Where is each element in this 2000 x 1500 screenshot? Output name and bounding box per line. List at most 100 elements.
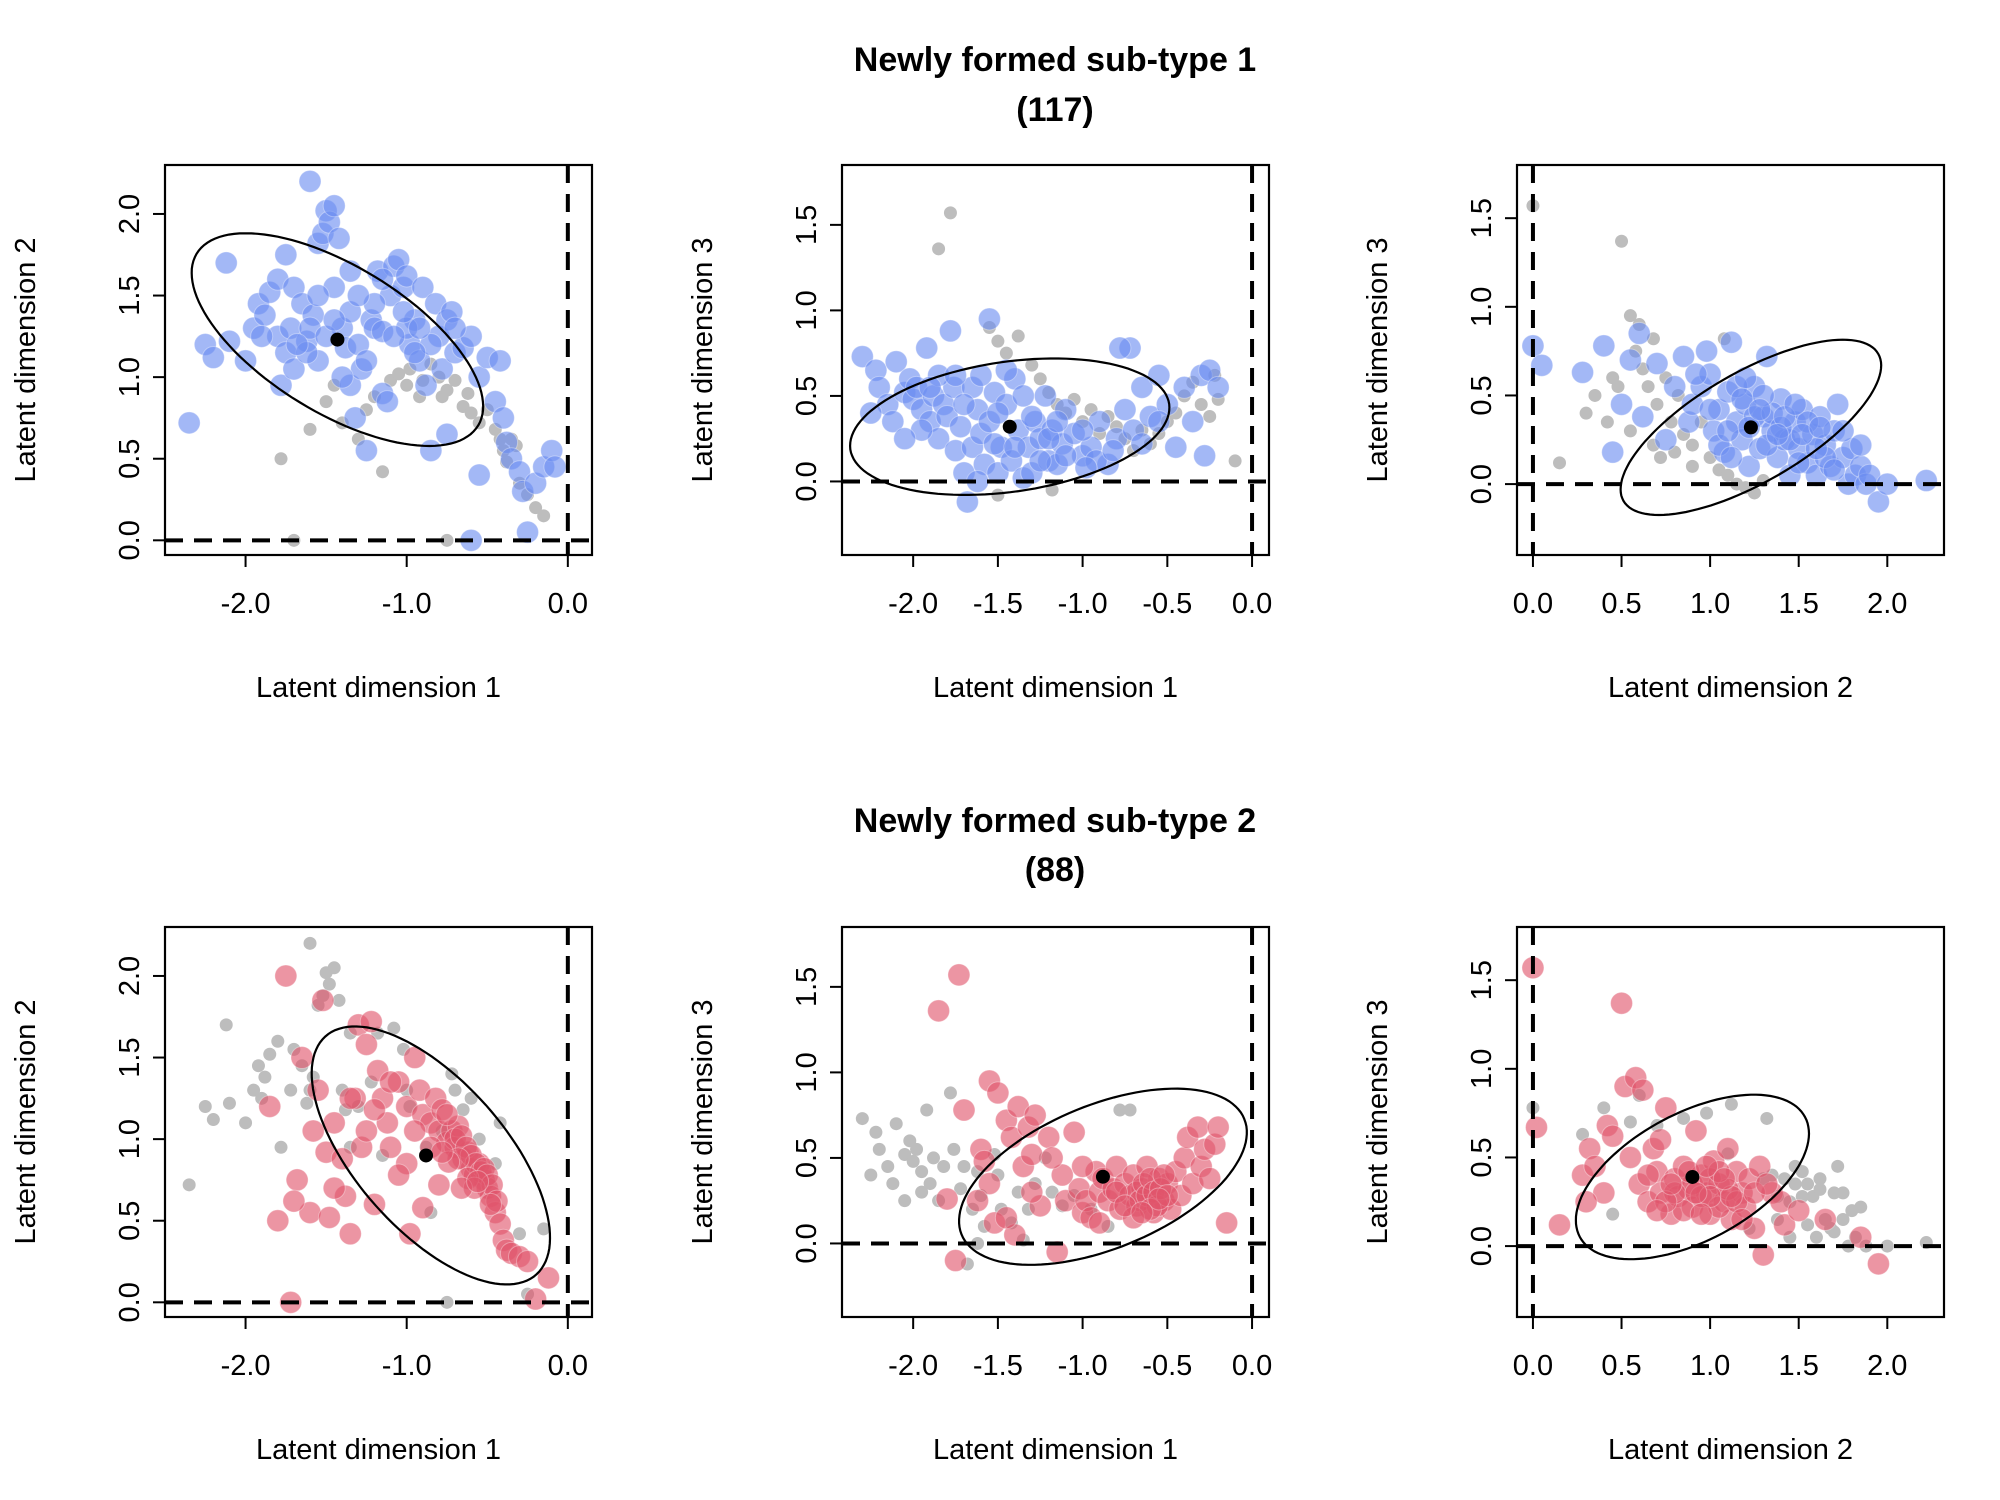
background-point	[1760, 1111, 1774, 1125]
background-point	[906, 1154, 920, 1168]
subtype-point	[391, 300, 415, 324]
subtype-point	[1618, 348, 1642, 372]
background-point	[889, 1117, 903, 1131]
subtype-point	[1849, 433, 1873, 457]
scatter-panel-1-2: -2.0 -1.5 -1.0 -0.5 0.0 0.0 0.5 1.0 1.5 Latent di…	[687, 163, 1272, 704]
background-point	[198, 1099, 212, 1113]
y-axis-label: Latent dimension 3	[1362, 999, 1394, 1244]
subtype-point	[536, 1266, 560, 1290]
x-axis-label: Latent dimension 1	[256, 1434, 501, 1466]
background-point	[448, 373, 462, 387]
subtype-point	[1684, 1181, 1708, 1205]
subtype-point	[1101, 439, 1125, 463]
plot-area	[842, 927, 1269, 1317]
subtype-point	[430, 357, 454, 381]
subtype-point	[1113, 398, 1137, 422]
subtype-point	[1571, 360, 1595, 384]
subtype-point	[1045, 410, 1069, 434]
subtype-point	[1755, 1172, 1779, 1196]
subtype-point	[977, 1172, 1001, 1196]
y-tick-label: 1.0	[1466, 1049, 1498, 1089]
subtype-point	[955, 490, 979, 514]
subtype-point	[947, 963, 971, 987]
x-tick-label: -1.0	[1058, 1350, 1108, 1382]
subtype-point	[1765, 422, 1789, 446]
x-tick-label: -1.0	[382, 588, 432, 620]
x-tick-label: 1.5	[1779, 1350, 1819, 1382]
y-tick-label: 2.0	[114, 194, 146, 234]
subtype-point	[1631, 1078, 1655, 1102]
subtype-point	[1023, 1103, 1047, 1127]
background-point	[910, 1142, 924, 1156]
subtype-point	[1719, 446, 1743, 469]
subtype-point	[1826, 392, 1850, 416]
subtype-point	[881, 410, 905, 434]
confidence-ellipse	[958, 1087, 1248, 1266]
x-tick-label: 0.0	[1513, 1350, 1553, 1382]
background-point	[1788, 1159, 1802, 1173]
subtype-point	[524, 1287, 548, 1311]
subtype-point	[414, 373, 438, 397]
subtype-point	[322, 1176, 346, 1200]
background-point	[869, 1125, 883, 1139]
background-point	[376, 465, 390, 479]
background-point	[1700, 1106, 1714, 1120]
y-tick-label: 1.0	[114, 357, 146, 397]
background-point	[1809, 1230, 1823, 1244]
subtype-point	[994, 358, 1018, 382]
subtype-point	[306, 1078, 330, 1102]
subtype-point	[269, 373, 293, 397]
subtype-point	[375, 390, 399, 414]
background-point	[1813, 1172, 1827, 1186]
subtype-point	[1003, 435, 1027, 459]
section-2-count: (88)	[1025, 851, 1085, 889]
subtype-point	[285, 1168, 309, 1192]
background-point	[855, 1112, 869, 1126]
subtype-point	[354, 349, 378, 373]
subtype-point	[1610, 392, 1634, 416]
background-point	[327, 961, 341, 975]
subtype-point	[1020, 404, 1044, 428]
y-tick-label: 1.0	[791, 1052, 823, 1092]
background-point	[219, 1018, 233, 1032]
y-tick-label: 0.5	[114, 439, 146, 479]
subtype-point	[343, 406, 367, 430]
x-axis-label: Latent dimension 2	[1608, 1434, 1853, 1466]
subtype-point	[1719, 330, 1743, 354]
subtype-point	[274, 964, 298, 988]
subtype-point	[435, 1103, 459, 1127]
subtype-point	[1186, 1115, 1210, 1139]
x-tick-label: -1.0	[382, 1350, 432, 1382]
subtype-point	[1716, 419, 1740, 443]
subtype-point	[354, 439, 378, 463]
subtype-point	[1831, 419, 1855, 443]
subtype-point	[1618, 1145, 1642, 1169]
section-1-title: Newly formed sub-type 1	[854, 41, 1256, 79]
background-point	[1685, 438, 1699, 452]
subtype-point	[966, 1189, 990, 1213]
y-tick-label: 0.0	[114, 1282, 146, 1322]
subtype-point	[379, 1135, 403, 1159]
background-point	[1228, 454, 1242, 468]
scatter-panels: -2.0 -1.0 0.0 0.0 0.5 1.0 1.5 2.0 Latent dimensi…	[10, 163, 1946, 1466]
y-tick-label: 0.5	[1466, 1137, 1498, 1177]
subtype-point	[1773, 1213, 1797, 1237]
subtype-point	[306, 284, 330, 308]
background-point	[872, 1142, 886, 1156]
subtype-point	[1062, 1120, 1086, 1144]
subtype-point	[403, 1119, 427, 1143]
subtype-point	[1147, 1187, 1171, 1211]
background-point	[991, 488, 1005, 502]
y-tick-label: 1.0	[791, 290, 823, 330]
background-point	[303, 936, 317, 950]
background-point	[1801, 1177, 1815, 1191]
subtype-point	[201, 346, 225, 370]
background-point	[991, 334, 1005, 348]
subtype-point	[1037, 1125, 1061, 1149]
y-tick-label: 1.5	[114, 1037, 146, 1077]
subtype-point	[1548, 1213, 1572, 1237]
x-tick-label: 0.0	[1232, 588, 1272, 620]
subtype-point	[346, 284, 370, 308]
scatter-panel-2-3: 0.0 0.5 1.0 1.5 2.0 0.0 0.5 1.0 1.5 Latent dimens…	[1362, 925, 1946, 1466]
subtype-point	[322, 194, 346, 218]
